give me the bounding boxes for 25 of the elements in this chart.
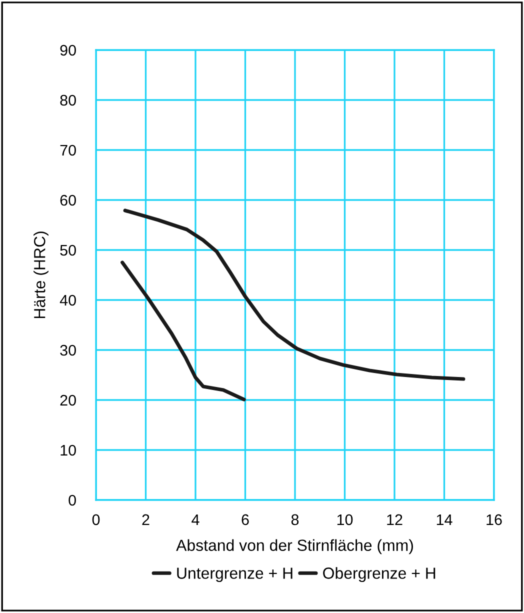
y-tick-label: 0: [68, 494, 76, 506]
y-tick-label: 40: [60, 294, 76, 306]
x-tick-label: 0: [92, 514, 100, 526]
line-series: [120, 260, 246, 402]
x-axis-title: Abstand von der Stirnfläche (mm): [176, 539, 413, 554]
x-tick-label: 14: [436, 514, 452, 525]
y-axis-title: Härte (HRC): [34, 232, 48, 318]
x-tick-label: 16: [486, 514, 502, 526]
legend-label: Untergrenze + H: [177, 568, 292, 582]
x-tick-label: 4: [192, 514, 200, 525]
x-tick-label: 8: [291, 514, 299, 526]
y-tick-label: 20: [60, 394, 76, 406]
x-tick-label: 10: [337, 514, 353, 526]
y-tick-label: 10: [60, 444, 76, 456]
y-tick-label: 60: [60, 194, 76, 206]
x-tick-label: 6: [242, 514, 249, 526]
x-tick-label: 2: [142, 514, 150, 525]
y-tick-label: 90: [60, 44, 76, 56]
x-tick-label: 12: [387, 514, 402, 525]
y-tick-label: 80: [60, 94, 76, 106]
line-series: [123, 208, 466, 381]
y-tick-label: 70: [60, 144, 76, 156]
legend-label: Obergrenze + H: [323, 567, 436, 582]
y-tick-label: 30: [60, 344, 76, 356]
y-tick-label: 50: [60, 244, 76, 256]
